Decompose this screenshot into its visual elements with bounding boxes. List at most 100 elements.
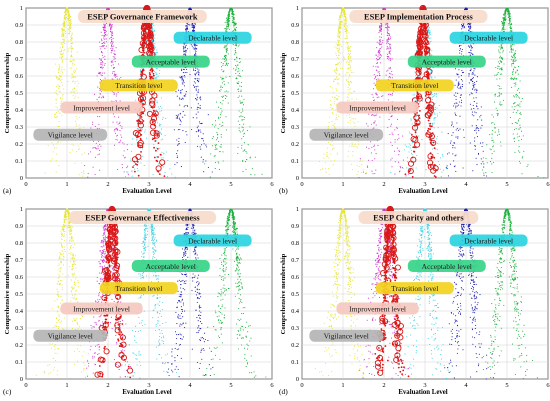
cloud-drop — [349, 80, 352, 82]
cloud-drop — [101, 42, 104, 45]
cloud-drop — [185, 54, 187, 56]
evaluation-drop — [155, 149, 157, 152]
cloud-drop — [110, 42, 112, 44]
cloud-drop — [338, 28, 340, 30]
cloud-drop — [345, 38, 347, 40]
cloud-drop — [344, 19, 346, 21]
cloud-drop — [403, 149, 405, 151]
cloud-drop — [94, 156, 97, 158]
cloud-drop — [345, 24, 347, 27]
cloud-drop — [375, 66, 377, 68]
cloud-drop — [412, 167, 414, 169]
cloud-drop — [74, 162, 76, 164]
level-label-text: Vigilance level — [48, 131, 93, 140]
cloud-drop — [332, 124, 334, 127]
cloud-drop — [332, 144, 334, 146]
cloud-drop — [433, 108, 435, 110]
cloud-drop — [348, 84, 351, 86]
cloud-drop — [344, 20, 346, 22]
cloud-drop — [351, 92, 353, 95]
cloud-drop — [111, 24, 113, 26]
evaluation-drop — [158, 173, 161, 176]
cloud-drop — [60, 76, 62, 78]
cloud-drop — [358, 176, 360, 179]
cloud-drop — [185, 51, 187, 53]
cloud-drop — [105, 8, 107, 11]
cloud-drop — [375, 57, 377, 60]
cloud-drop — [373, 146, 375, 148]
cloud-drop — [182, 83, 184, 85]
cloud-drop — [195, 86, 197, 88]
cloud-drop — [240, 91, 242, 93]
cloud-drop — [228, 21, 230, 23]
cloud-drop — [152, 27, 154, 30]
cloud-drop — [346, 43, 348, 45]
cloud-drop — [198, 69, 200, 71]
cloud-drop — [224, 91, 226, 93]
cloud-drop — [353, 145, 355, 147]
cloud-drop — [71, 143, 73, 145]
cloud-drop — [194, 49, 196, 51]
cloud-drop — [233, 11, 235, 13]
cloud-drop — [70, 92, 72, 94]
evaluation-drop — [140, 151, 142, 153]
cloud-drop — [236, 60, 238, 62]
cloud-drop — [121, 164, 123, 166]
cloud-drop — [64, 15, 66, 17]
cloud-drop — [78, 82, 80, 84]
cloud-drop — [382, 95, 384, 97]
cloud-drop — [192, 84, 195, 86]
cloud-drop — [112, 47, 114, 50]
cloud-drop — [331, 140, 333, 142]
cloud-drop — [180, 90, 182, 92]
cloud-drop — [181, 70, 183, 72]
cloud-drop — [182, 78, 184, 81]
cloud-drop — [109, 38, 111, 40]
cloud-drop — [59, 53, 61, 55]
cloud-drop — [428, 122, 430, 124]
cloud-drop — [196, 72, 198, 74]
cloud-drop — [348, 99, 350, 101]
cloud-drop — [226, 95, 228, 97]
cloud-drop — [155, 156, 158, 158]
cloud-drop — [226, 22, 228, 24]
cloud-drop — [136, 128, 138, 130]
cloud-drop — [346, 47, 348, 49]
cloud-drop — [231, 12, 233, 14]
cloud-drop — [381, 24, 383, 26]
cloud-drop — [239, 102, 241, 104]
cloud-drop — [183, 74, 186, 77]
cloud-drop — [58, 86, 60, 88]
cloud-drop — [118, 142, 120, 144]
cloud-drop — [239, 61, 241, 63]
cloud-drop — [349, 116, 351, 118]
cloud-drop — [333, 147, 335, 149]
cloud-drop — [334, 64, 337, 66]
cloud-drop — [336, 153, 339, 156]
y-tick-label: 0.9 — [15, 22, 23, 29]
cloud-drop — [55, 63, 57, 65]
cloud-drop — [154, 70, 156, 73]
cloud-drop — [382, 8, 384, 11]
cloud-drop — [121, 167, 124, 169]
cloud-drop — [463, 23, 465, 25]
cloud-drop — [160, 157, 162, 159]
cloud-drop — [333, 80, 335, 82]
cloud-drop — [378, 50, 380, 52]
cloud-drop — [162, 138, 164, 140]
evaluation-drop — [156, 148, 159, 150]
cloud-drop — [69, 28, 71, 30]
cloud-drop — [183, 85, 186, 87]
cloud-drop — [219, 151, 221, 153]
cloud-drop — [65, 30, 67, 32]
evaluation-drop — [152, 72, 155, 75]
cloud-drop — [331, 96, 334, 98]
cloud-drop — [98, 153, 100, 155]
cloud-drop — [130, 158, 132, 160]
cloud-drop — [386, 48, 388, 50]
cloud-drop — [52, 151, 54, 153]
cloud-drop — [176, 153, 178, 155]
cloud-drop — [394, 141, 396, 143]
cloud-drop — [408, 131, 410, 133]
cloud-drop — [69, 59, 72, 61]
